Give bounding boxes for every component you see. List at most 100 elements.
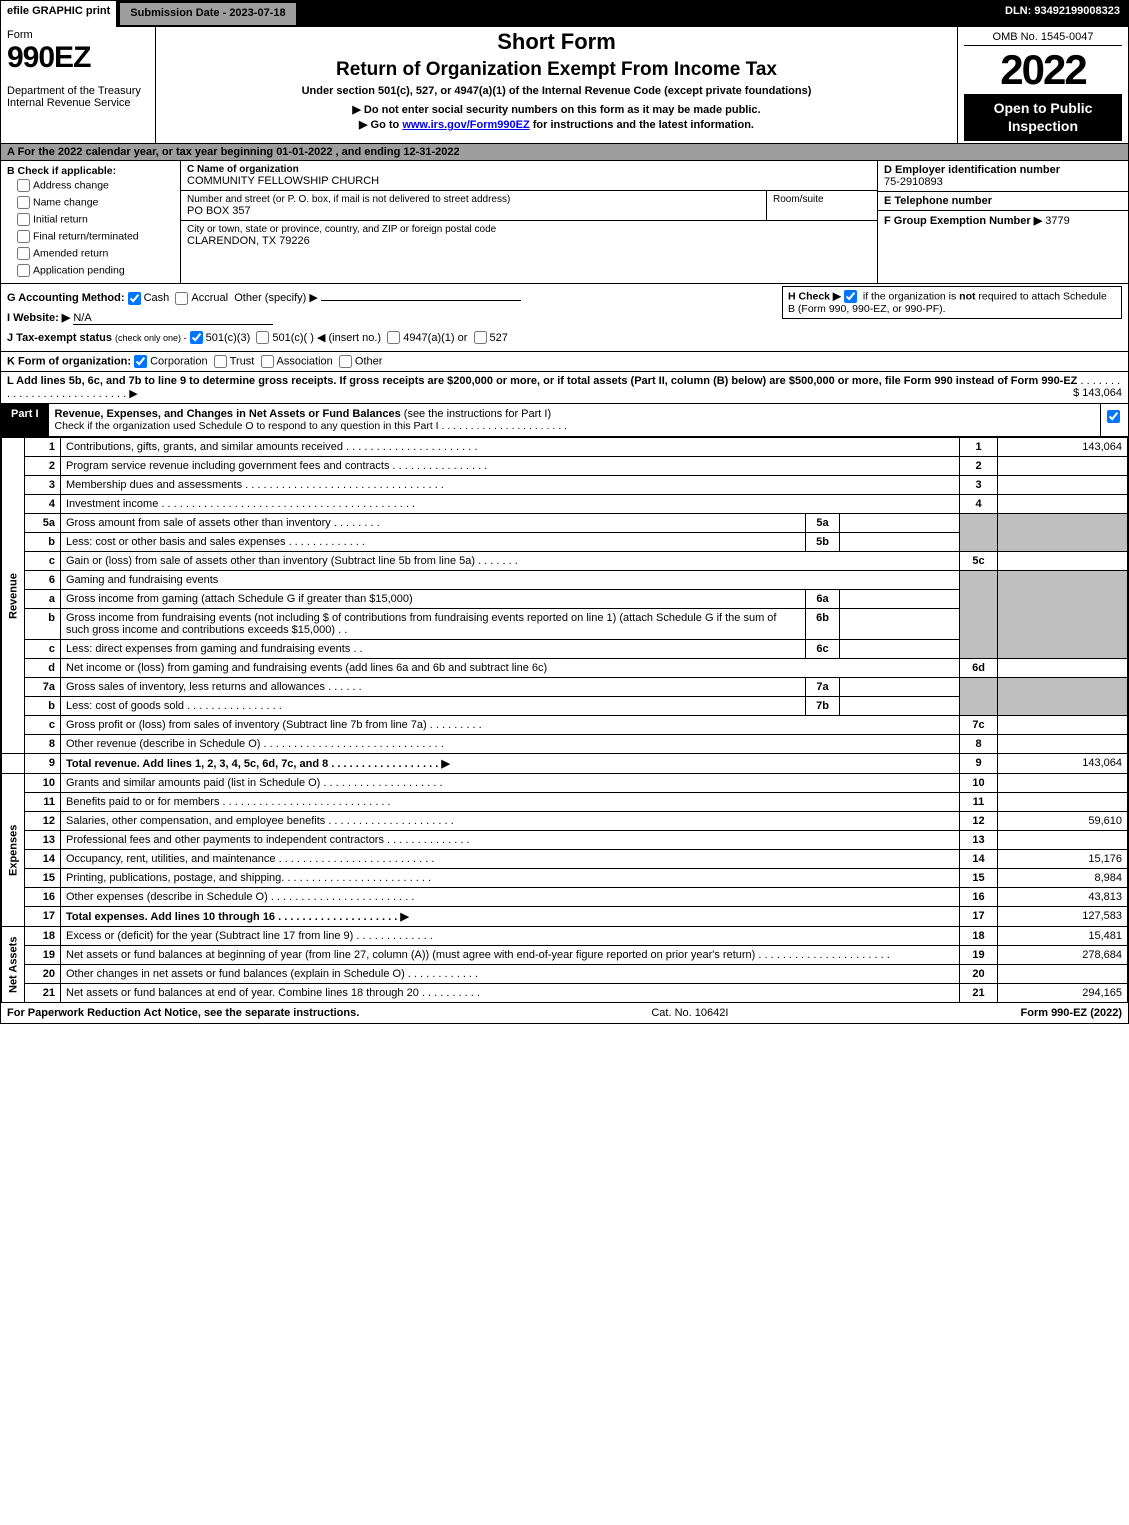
g-other-blank[interactable] xyxy=(321,300,521,301)
section-a-strip: A For the 2022 calendar year, or tax yea… xyxy=(1,144,1128,161)
j-sub: (check only one) - xyxy=(115,333,187,343)
part-i-paren: (see the instructions for Part I) xyxy=(401,408,551,420)
chk-amended-return-box[interactable] xyxy=(17,247,30,260)
g-cash-box[interactable] xyxy=(128,292,141,305)
ln-19-val: 278,684 xyxy=(998,946,1128,965)
group-exemption-value: 3779 xyxy=(1045,215,1069,227)
ln-20-desc: Other changes in net assets or fund bala… xyxy=(61,965,960,984)
section-l: L Add lines 5b, 6c, and 7b to line 9 to … xyxy=(1,372,1128,404)
k-other-box[interactable] xyxy=(339,355,352,368)
ln-20-rn: 20 xyxy=(960,965,998,984)
chk-final-return[interactable]: Final return/terminated xyxy=(17,228,174,245)
chk-name-change[interactable]: Name change xyxy=(17,194,174,211)
org-street-row: Number and street (or P. O. box, if mail… xyxy=(181,191,877,221)
j-527-box[interactable] xyxy=(474,331,487,344)
g-accrual-box[interactable] xyxy=(175,292,188,305)
section-h-box: H Check ▶ if the organization is not req… xyxy=(782,286,1122,319)
ln-21-num: 21 xyxy=(25,984,61,1003)
h-checkbox[interactable] xyxy=(844,290,857,303)
form-number: 990EZ xyxy=(7,41,149,75)
efile-print-label[interactable]: efile GRAPHIC print xyxy=(1,1,118,27)
ln-7a-sv xyxy=(840,678,960,697)
ln-16-rn: 16 xyxy=(960,888,998,907)
ln-13-num: 13 xyxy=(25,831,61,850)
j-501c-box[interactable] xyxy=(256,331,269,344)
chk-initial-return[interactable]: Initial return xyxy=(17,211,174,228)
part-i-title: Revenue, Expenses, and Changes in Net As… xyxy=(55,408,401,420)
ln-5b-sv xyxy=(840,533,960,552)
section-k: K Form of organization: Corporation Trus… xyxy=(1,352,1128,372)
part-i-tab: Part I xyxy=(1,404,49,436)
k-label: K Form of organization: xyxy=(7,356,131,368)
sections-b-to-f: B Check if applicable: Address change Na… xyxy=(1,161,1128,284)
k-other-lbl: Other xyxy=(355,356,383,368)
ln-7ab-rn-shade xyxy=(960,678,998,716)
ln-14-val: 15,176 xyxy=(998,850,1128,869)
ln-8-num: 8 xyxy=(25,735,61,754)
form-id-column: Form 990EZ Department of the Treasury In… xyxy=(1,27,156,143)
ln-12-rn: 12 xyxy=(960,812,998,831)
j-501c3-box[interactable] xyxy=(190,331,203,344)
j-4947-box[interactable] xyxy=(387,331,400,344)
ln-18-val: 15,481 xyxy=(998,927,1128,946)
ln-9-val: 143,064 xyxy=(998,754,1128,774)
ln-2-val xyxy=(998,457,1128,476)
ln-3-desc: Membership dues and assessments . . . . … xyxy=(61,476,960,495)
ln-15-desc: Printing, publications, postage, and shi… xyxy=(61,869,960,888)
phone-label: E Telephone number xyxy=(884,195,992,207)
i-label: I Website: ▶ xyxy=(7,312,70,324)
ln-5a-num: 5a xyxy=(25,514,61,533)
ln-8-rn: 8 xyxy=(960,735,998,754)
chk-amended-return-lbl: Amended return xyxy=(33,247,108,259)
ln-7b-num: b xyxy=(25,697,61,716)
org-city-cell: City or town, state or province, country… xyxy=(181,221,877,250)
footer-left: For Paperwork Reduction Act Notice, see … xyxy=(7,1007,359,1019)
ln-10-rn: 10 xyxy=(960,774,998,793)
sections-d-e-f: D Employer identification number 75-2910… xyxy=(878,161,1128,283)
k-trust-box[interactable] xyxy=(214,355,227,368)
g-label: G Accounting Method: xyxy=(7,292,125,304)
k-assoc-box[interactable] xyxy=(261,355,274,368)
ln-19-rn: 19 xyxy=(960,946,998,965)
chk-name-change-box[interactable] xyxy=(17,196,30,209)
part-i-checkcell xyxy=(1100,404,1128,436)
dept-label: Department of the Treasury Internal Reve… xyxy=(7,85,149,109)
chk-initial-return-box[interactable] xyxy=(17,213,30,226)
chk-address-change[interactable]: Address change xyxy=(17,177,174,194)
ln-15-val: 8,984 xyxy=(998,869,1128,888)
chk-address-change-box[interactable] xyxy=(17,179,30,192)
ln-13-val xyxy=(998,831,1128,850)
ln-12-desc: Salaries, other compensation, and employ… xyxy=(61,812,960,831)
chk-final-return-box[interactable] xyxy=(17,230,30,243)
ln-3-rn: 3 xyxy=(960,476,998,495)
ln-1-val: 143,064 xyxy=(998,438,1128,457)
g-cash-lbl: Cash xyxy=(144,292,170,304)
section-f: F Group Exemption Number ▶ 3779 xyxy=(878,211,1128,230)
j-label: J Tax-exempt status xyxy=(7,332,112,344)
chk-address-change-lbl: Address change xyxy=(33,179,109,191)
ln-2-num: 2 xyxy=(25,457,61,476)
ln-6a-sv xyxy=(840,590,960,609)
section-b-label: B Check if applicable: xyxy=(7,165,174,177)
j-501c-lbl: 501(c)( ) ◀ (insert no.) xyxy=(272,332,381,344)
chk-application-pending-box[interactable] xyxy=(17,264,30,277)
chk-application-pending[interactable]: Application pending xyxy=(17,262,174,279)
ln-17-num: 17 xyxy=(25,907,61,927)
ln-6-val-shade xyxy=(998,571,1128,659)
org-city-label: City or town, state or province, country… xyxy=(187,224,871,235)
ln-5c-num: c xyxy=(25,552,61,571)
ln-5a-desc: Gross amount from sale of assets other t… xyxy=(61,514,806,533)
chk-amended-return[interactable]: Amended return xyxy=(17,245,174,262)
topbar-spacer xyxy=(298,1,997,27)
part-i-checkbox[interactable] xyxy=(1107,410,1120,423)
ln-6b-desc: Gross income from fundraising events (no… xyxy=(61,609,806,640)
ln-9-rn: 9 xyxy=(960,754,998,774)
ln-7b-sv xyxy=(840,697,960,716)
ln-6d-val xyxy=(998,659,1128,678)
k-assoc-lbl: Association xyxy=(277,356,333,368)
goto-link[interactable]: www.irs.gov/Form990EZ xyxy=(402,119,529,131)
k-corp-box[interactable] xyxy=(134,355,147,368)
dln-label: DLN: 93492199008323 xyxy=(997,1,1128,27)
ln-3-num: 3 xyxy=(25,476,61,495)
ln-13-desc: Professional fees and other payments to … xyxy=(61,831,960,850)
